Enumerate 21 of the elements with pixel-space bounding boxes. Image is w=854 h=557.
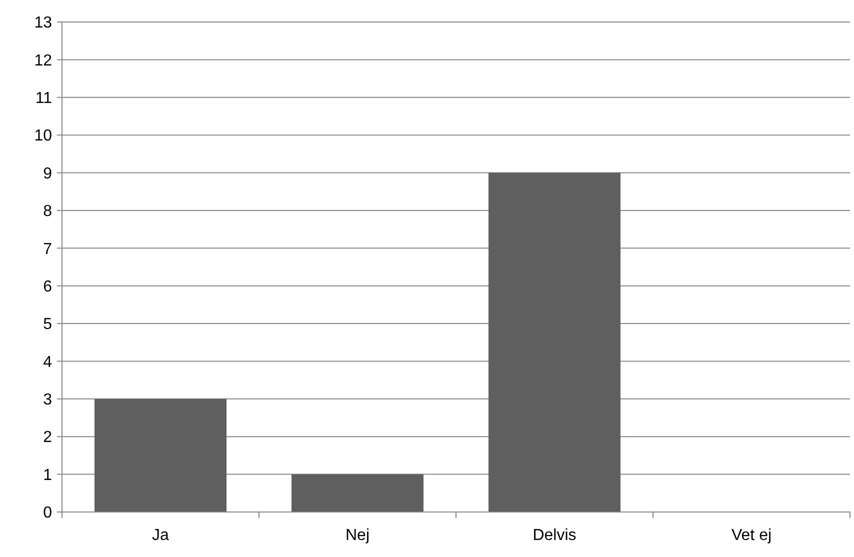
y-tick-label: 12 [34,52,52,70]
y-tick-label: 8 [43,203,52,220]
y-tick-label: 2 [43,429,52,446]
bar [488,172,620,512]
y-tick-label: 11 [35,90,52,107]
x-tick-label: Delvis [532,527,576,544]
y-tick-label: 0 [43,504,52,522]
y-tick-label: 10 [34,128,52,145]
y-tick-label: 9 [43,165,52,182]
bar [292,474,424,512]
x-tick-label: Nej [345,527,370,544]
y-tick-label: 13 [34,14,52,32]
y-tick-label: 4 [43,354,52,371]
x-tick-label: Ja [152,527,170,544]
y-tick-label: 1 [43,466,52,484]
x-tick-label: Vet ej [731,527,772,544]
bar [94,398,226,512]
y-tick-label: 3 [43,392,52,409]
y-tick-label: 5 [43,316,52,334]
y-tick-label: 7 [43,240,52,258]
y-tick-label: 6 [43,278,52,296]
